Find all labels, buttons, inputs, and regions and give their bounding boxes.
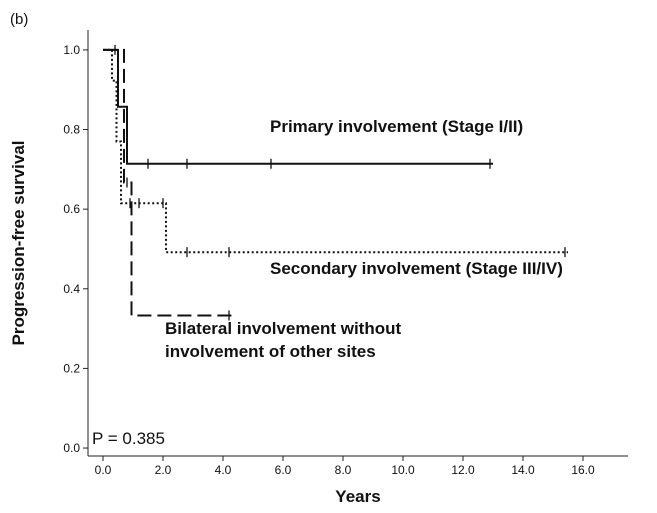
label-bilateral-line1: Bilateral involvement without [165,319,401,338]
p-value: P = 0.385 [92,429,165,448]
label-primary: Primary involvement (Stage I/II) [270,117,523,136]
x-tick-label: 6.0 [275,463,292,477]
annotation-bilateral: Bilateral involvement without involvemen… [165,319,401,361]
x-tick-label: 8.0 [335,463,352,477]
y-tick-label: 0.2 [63,361,80,375]
x-tick-label: 4.0 [215,463,232,477]
x-ticks: 0.0 2.0 4.0 6.0 8.0 10.0 12.0 14.0 16.0 [95,456,595,477]
label-secondary: Secondary involvement (Stage III/IV) [270,259,563,278]
x-tick-label: 12.0 [451,463,475,477]
y-tick-label: 0.4 [63,282,80,296]
x-tick-label: 16.0 [571,463,595,477]
x-tick-label: 0.0 [95,463,112,477]
x-tick-label: 10.0 [391,463,415,477]
axes [87,30,628,457]
y-axis-title: Progression-free survival [9,140,28,345]
x-tick-label: 2.0 [155,463,172,477]
x-axis-title: Years [335,487,380,506]
annotation-secondary: Secondary involvement (Stage III/IV) [270,259,563,278]
curve-secondary [103,48,568,254]
curve-bilateral [103,48,232,317]
annotation-primary: Primary involvement (Stage I/II) [270,117,523,136]
y-tick-label: 0.8 [63,123,80,137]
y-tick-label: 1.0 [63,43,80,57]
x-tick-label: 14.0 [511,463,535,477]
label-bilateral-line2: involvement of other sites [165,342,376,361]
y-ticks: 0.0 0.2 0.4 0.6 0.8 1.0 [63,43,88,455]
y-tick-label: 0.6 [63,202,80,216]
curve-primary [103,48,493,165]
panel-label: (b) [10,11,28,28]
survival-curves [103,44,568,321]
y-tick-label: 0.0 [63,441,80,455]
